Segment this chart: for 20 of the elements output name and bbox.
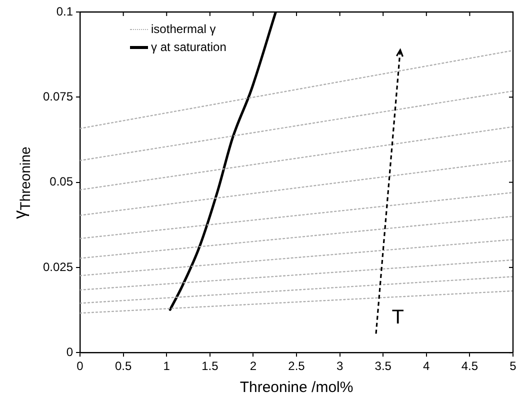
x-tick-label: 0.5 [114, 359, 132, 374]
y-tick-label: 0.075 [43, 89, 74, 104]
x-tick-label: 4.5 [461, 359, 478, 374]
x-tick-label: 0 [76, 359, 84, 374]
x-tick-label: 1 [163, 359, 170, 374]
x-tick-label: 2.5 [288, 359, 306, 374]
x-tick-label: 4 [423, 359, 430, 374]
y-tick-label: 0.05 [50, 174, 74, 189]
x-tick-label: 2 [250, 359, 257, 374]
y-tick-label: 0 [66, 344, 74, 359]
y-tick-label: 0.025 [43, 260, 74, 274]
x-tick-label: 5 [510, 359, 517, 374]
x-tick-label: 3 [336, 359, 344, 374]
y-tick-label: 0.1 [56, 4, 74, 18]
annotation: T [392, 306, 404, 329]
legend-label: isothermal γ [151, 22, 216, 36]
legend-label: γ at saturation [151, 40, 226, 54]
x-tick-label: 1.5 [202, 359, 219, 374]
x-tick-label: 3.5 [374, 359, 392, 374]
x-axis-title: Threonine /mol% [240, 379, 354, 396]
